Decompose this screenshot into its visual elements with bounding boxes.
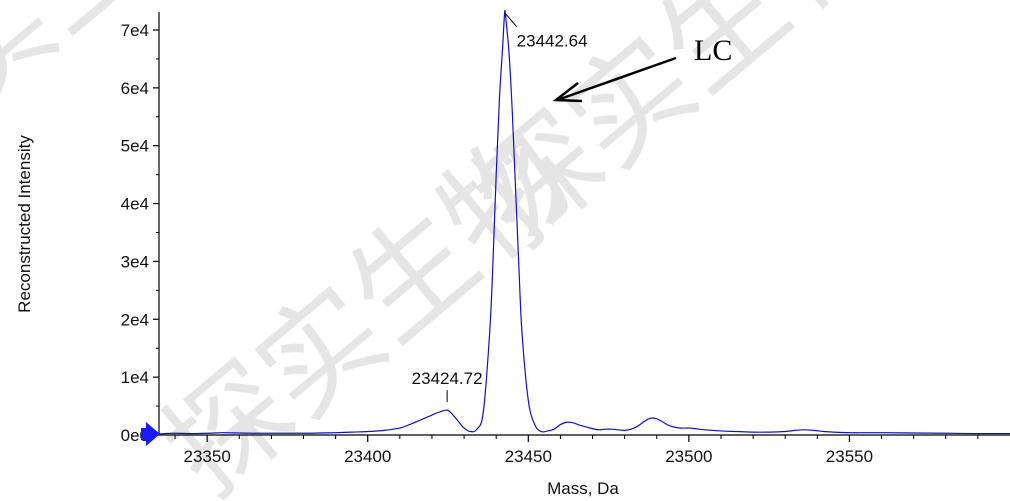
x-axis-ticks: 23350 23400 23450 23500 23550 [174, 435, 979, 466]
x-tick-label: 23500 [665, 447, 712, 466]
x-axis-title: Mass, Da [547, 479, 619, 498]
peak-label: 23442.64 [517, 32, 588, 51]
annotation-arrow-icon [552, 56, 677, 103]
x-tick-label: 23550 [826, 447, 873, 466]
y-tick-label: 3e4 [121, 252, 149, 271]
peak-label: 23424.72 [412, 369, 483, 388]
peak-labels: 23442.64 23424.72 [412, 12, 588, 403]
y-tick-label: 7e4 [121, 21, 149, 40]
series-line [158, 9, 1010, 435]
y-tick-label: 2e4 [121, 310, 149, 329]
annotation-label: LC [694, 34, 732, 67]
y-tick-label: 1e4 [121, 368, 149, 387]
x-tick-label: 23400 [344, 447, 391, 466]
y-tick-label: 4e4 [121, 195, 149, 214]
x-tick-label: 23450 [505, 447, 552, 466]
y-axis-title: Reconstructed Intensity [15, 135, 34, 313]
y-tick-label: 6e4 [121, 79, 149, 98]
x-tick-label: 23350 [184, 447, 231, 466]
peak-label-leader [504, 12, 518, 27]
axis-origin-marker-icon [141, 422, 160, 446]
y-tick-label: 5e4 [121, 137, 149, 156]
